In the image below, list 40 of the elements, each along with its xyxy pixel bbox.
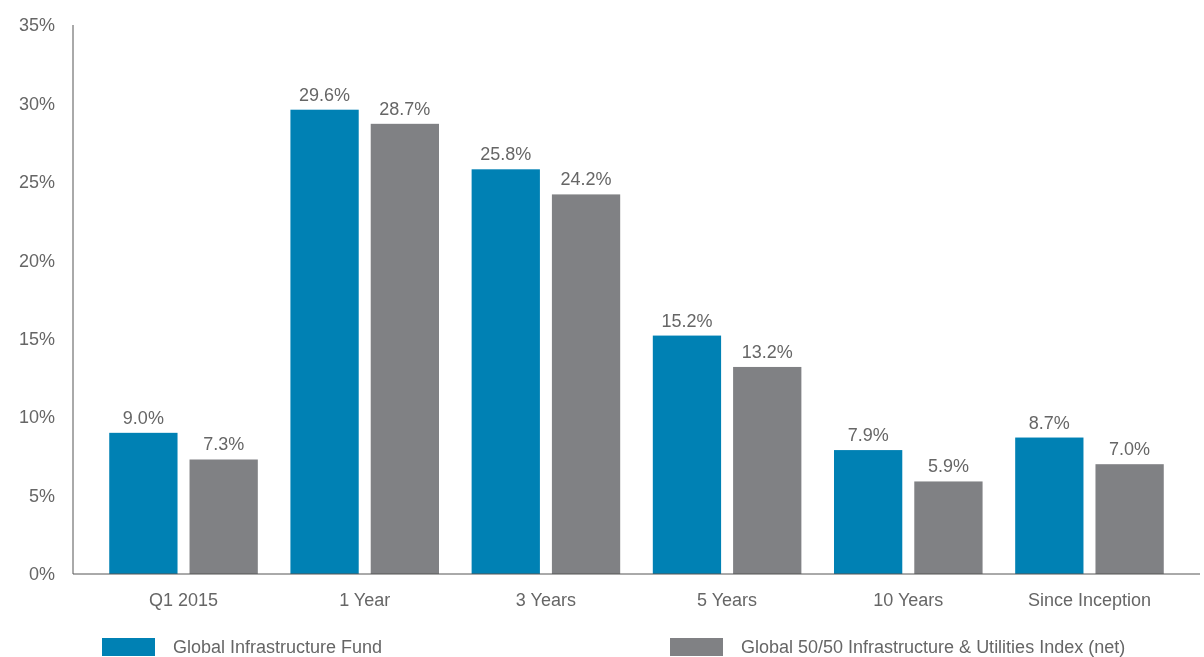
x-tick-label: 10 Years [873,590,944,610]
data-label: 24.2% [560,169,612,190]
bar [471,169,540,574]
x-tick-label: Q1 2015 [148,590,219,610]
x-tick-label: Since Inception [1027,590,1152,610]
data-label: 5.9% [927,456,969,477]
x-tick-label: 1 Year [339,590,391,610]
x-tick-label: 5 Years [697,590,758,610]
y-tick-label: 25% [18,172,55,193]
y-tick-label: 10% [18,407,55,428]
data-label: 7.9% [847,425,889,446]
bar [914,481,983,574]
bar [370,123,439,574]
bar [189,459,258,574]
y-tick-label: 30% [18,93,55,114]
data-label: 25.8% [480,144,532,165]
bar [652,335,722,574]
data-label: 8.7% [1028,412,1070,433]
data-label: 15.2% [661,310,713,331]
data-label: 13.2% [741,341,793,362]
data-label: 7.3% [203,434,245,455]
bar [290,109,359,574]
data-label: 28.7% [379,98,431,119]
bar [733,366,802,574]
bar [109,432,178,574]
bar [1015,437,1084,574]
bar [834,450,903,574]
y-tick-label: 5% [28,485,55,506]
legend-label: Global Infrastructure Fund [173,637,383,657]
bar [551,194,621,574]
y-tick-label: 20% [18,250,55,271]
bar [1095,464,1164,574]
y-tick-label: 15% [18,329,55,350]
data-label: 29.6% [299,84,351,105]
legend-label: Global 50/50 Infrastructure & Utilities Index (net) [741,637,1126,657]
data-label: 7.0% [1109,439,1151,460]
y-tick-label: 35% [18,15,55,36]
data-label: 9.0% [122,407,164,428]
y-tick-label: 0% [28,564,55,585]
x-tick-label: 3 Years [515,590,576,610]
